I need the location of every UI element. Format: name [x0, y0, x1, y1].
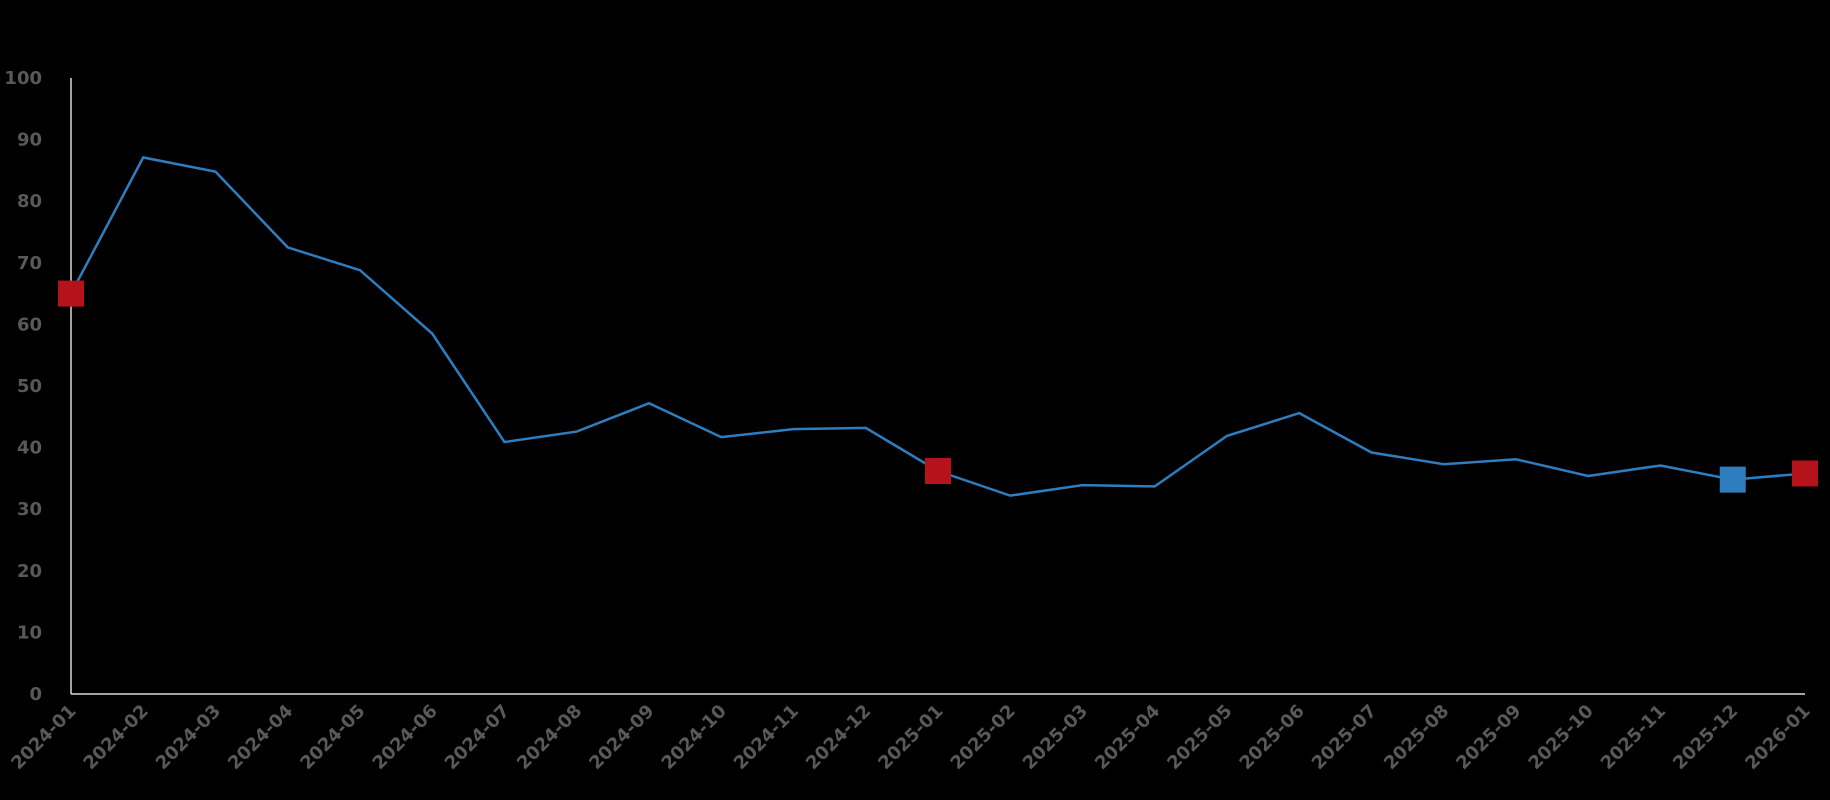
y-tick-label: 100 — [4, 68, 42, 89]
x-tick-label: 2024-05 — [296, 701, 369, 774]
y-tick-label: 40 — [17, 438, 42, 459]
x-tick-label: 2024-07 — [441, 701, 514, 774]
x-tick-label: 2025-09 — [1452, 701, 1525, 774]
x-tick-label: 2025-08 — [1380, 701, 1453, 774]
x-tick-label: 2024-03 — [152, 701, 225, 774]
x-tick-label: 2024-02 — [80, 701, 153, 774]
y-tick-label: 20 — [17, 561, 42, 582]
y-axis-ticks: 0 10 20 30 40 50 60 70 80 90 100 — [4, 68, 42, 705]
x-tick-label: 2025-05 — [1163, 701, 1236, 774]
x-tick-label: 2025-02 — [947, 701, 1020, 774]
marker-2026-01 — [1792, 460, 1818, 487]
y-tick-label: 90 — [17, 130, 42, 151]
marker-2025-01 — [925, 458, 951, 485]
y-tick-label: 10 — [17, 622, 42, 643]
x-tick-label: 2024-12 — [802, 701, 875, 774]
y-tick-label: 0 — [29, 684, 42, 705]
x-tick-label: 2026-01 — [1741, 701, 1814, 774]
y-tick-label: 80 — [17, 191, 42, 212]
x-tick-label: 2024-01 — [7, 701, 80, 774]
x-tick-label: 2025-12 — [1669, 701, 1742, 774]
marker-2024-01 — [58, 280, 84, 307]
x-tick-label: 2024-09 — [585, 701, 658, 774]
x-tick-label: 2025-03 — [1019, 701, 1092, 774]
markers — [58, 280, 1818, 493]
x-tick-label: 2025-10 — [1525, 701, 1598, 774]
x-tick-label: 2024-06 — [369, 701, 442, 774]
x-tick-label: 2025-06 — [1236, 701, 1309, 774]
x-axis-ticks: 2024-012024-022024-032024-042024-052024-… — [7, 701, 1814, 774]
marker-2025-12 — [1719, 466, 1746, 493]
x-tick-label: 2024-10 — [658, 701, 731, 774]
x-tick-label: 2025-04 — [1091, 701, 1164, 774]
x-tick-label: 2024-11 — [730, 701, 803, 774]
series-line — [69, 156, 1806, 497]
x-tick-label: 2025-11 — [1597, 701, 1670, 774]
x-tick-label: 2024-04 — [224, 701, 297, 774]
y-tick-label: 70 — [17, 253, 42, 274]
x-tick-label: 2025-01 — [874, 701, 947, 774]
x-tick-label: 2025-07 — [1308, 701, 1381, 774]
y-tick-label: 60 — [17, 314, 42, 335]
x-tick-label: 2024-08 — [513, 701, 586, 774]
y-tick-label: 50 — [17, 376, 42, 397]
y-tick-label: 30 — [17, 499, 42, 520]
